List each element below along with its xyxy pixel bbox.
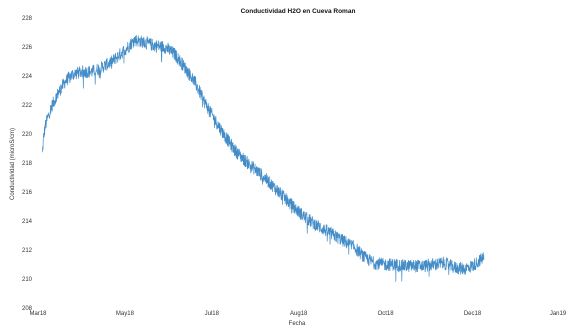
y-tick-label: 216 [22,190,33,196]
y-tick-label: 214 [22,219,33,225]
y-tick-label: 212 [22,248,33,254]
x-tick-label: Oct18 [378,311,395,317]
x-tick-label: Jan19 [550,311,567,317]
x-tick-label: Dec18 [464,311,482,317]
x-axis-ticks: Mar18 May18 Jul18 Aug18 Oct18 Dec18 Jan19 [29,311,566,317]
y-tick-label: 218 [22,161,33,167]
x-tick-label: Mar18 [29,311,47,317]
series-layer [42,35,484,282]
y-tick-label: 210 [22,277,33,283]
chart-title: Conductividad H2O en Cueva Roman [241,8,356,15]
x-tick-label: May18 [116,311,135,317]
x-tick-label: Jul18 [205,311,220,317]
x-tick-label: Aug18 [290,311,308,317]
y-tick-label: 226 [22,45,33,51]
y-tick-label: 224 [22,74,33,80]
series-line [42,35,484,282]
y-tick-label: 228 [22,16,33,22]
y-tick-label: 220 [22,132,33,138]
x-axis-title: Fecha [289,321,306,327]
y-tick-label: 222 [22,103,33,109]
y-axis-title: Conductividad (microS/cm) [10,128,16,200]
